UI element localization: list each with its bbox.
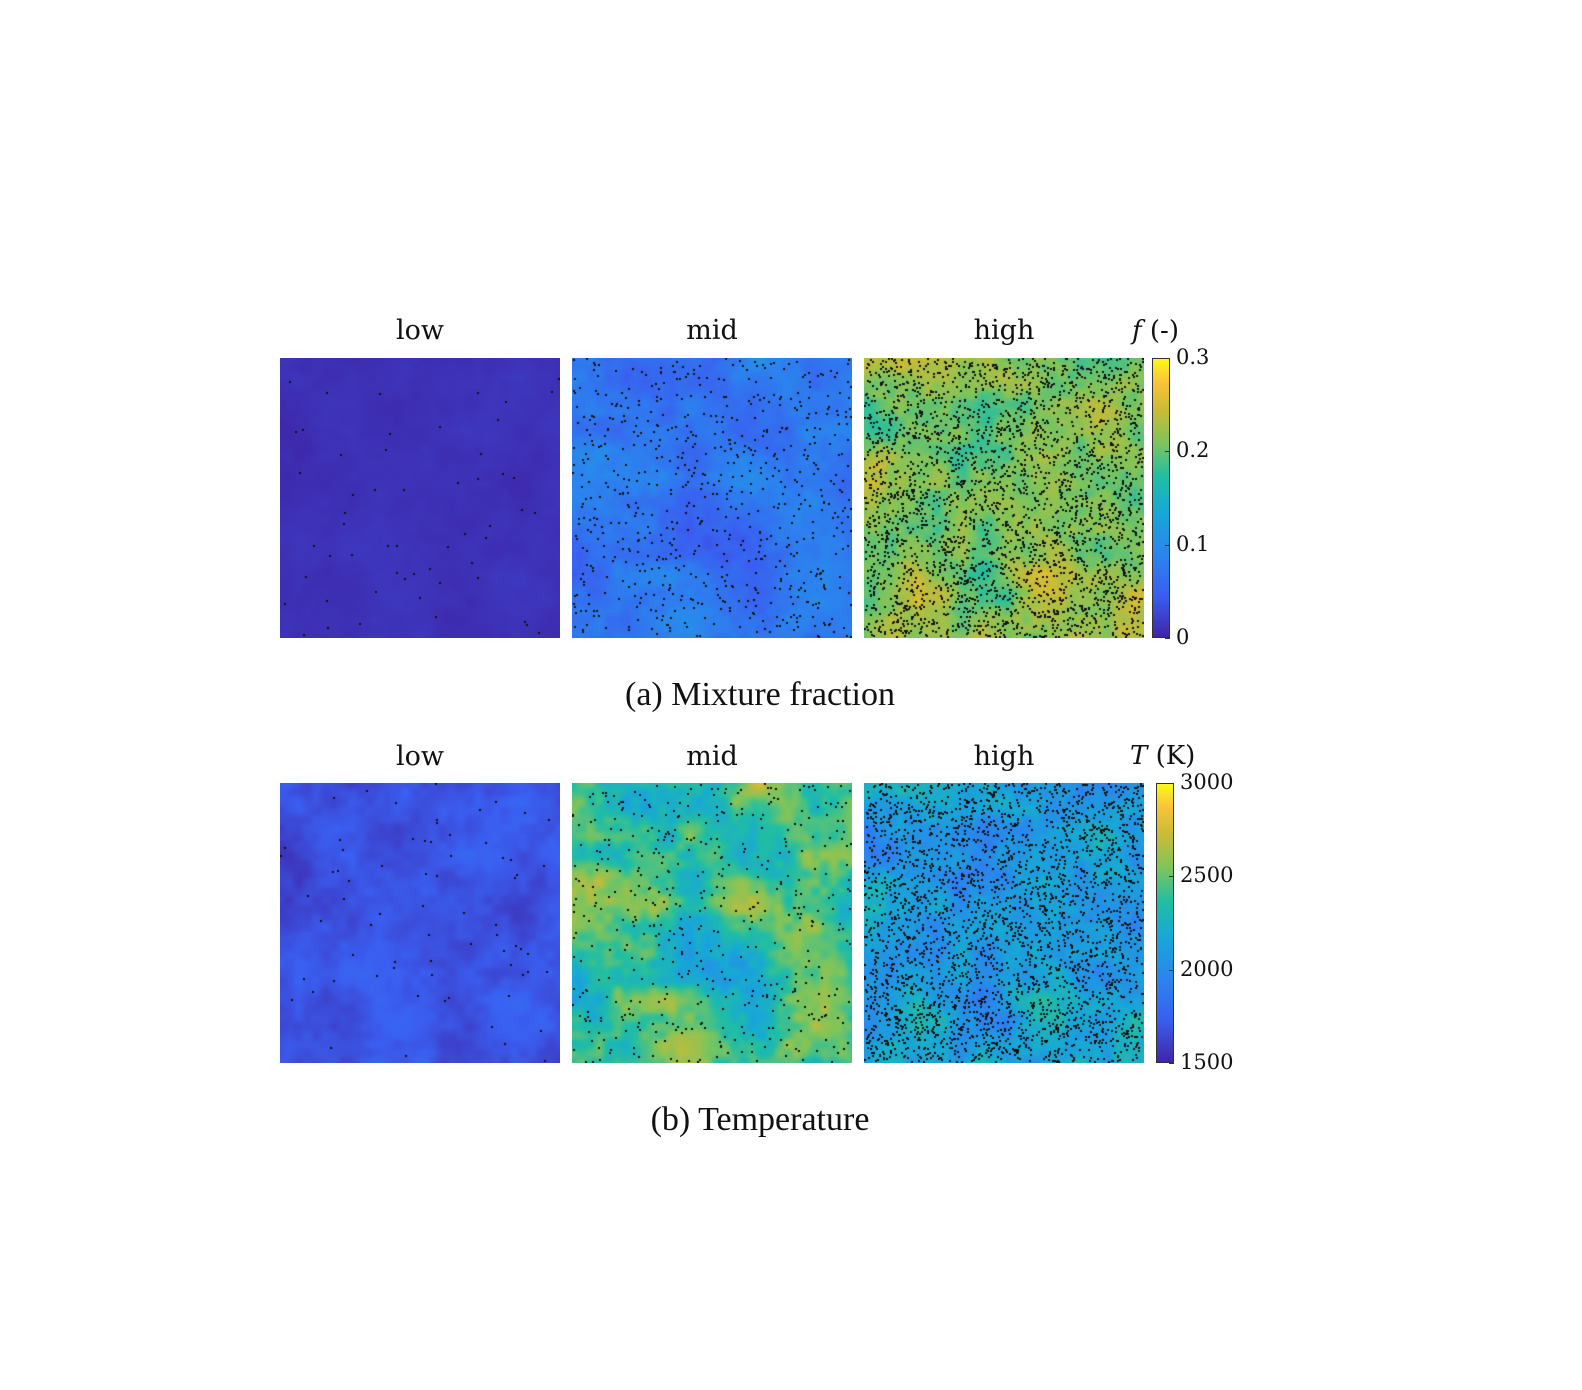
colorbar-tick-mark — [1169, 876, 1174, 877]
colorbar-tick-label: 3000 — [1180, 770, 1234, 794]
colorbar-tick-mark — [1169, 970, 1174, 971]
caption-b: (b) Temperature — [650, 1101, 870, 1138]
colorbar-symbol-b: T — [1130, 741, 1148, 771]
colorbar-tick-label: 1500 — [1180, 1050, 1234, 1074]
heatmap-a-mid — [572, 358, 852, 638]
caption-a: (a) Mixture fraction — [625, 676, 895, 713]
colorbar-b — [1156, 783, 1174, 1063]
colorbar-tick-mark — [1165, 545, 1170, 546]
panel-title-a-high: high — [973, 315, 1035, 346]
colorbar-tick-mark — [1165, 638, 1170, 639]
colorbar-tick-label: 2000 — [1180, 956, 1234, 981]
panel-title-b-high: high — [973, 741, 1035, 772]
colorbar-a — [1152, 358, 1170, 638]
heatmap-b-mid — [572, 783, 852, 1063]
colorbar-tick-label: 0.1 — [1176, 531, 1210, 556]
colorbar-tick-label: 0 — [1176, 625, 1190, 649]
colorbar-tick-mark — [1169, 783, 1174, 784]
heatmap-b-low — [280, 783, 560, 1063]
colorbar-tick-label: 2500 — [1180, 863, 1234, 888]
colorbar-tick-mark — [1165, 451, 1170, 452]
colorbar-unit-b: (K) — [1155, 741, 1196, 771]
heatmap-b-high — [864, 783, 1144, 1063]
colorbar-label-a: f (-) — [1132, 316, 1179, 346]
panel-title-a-mid: mid — [686, 315, 738, 346]
colorbar-label-b: T (K) — [1130, 741, 1195, 771]
colorbar-symbol-a: f — [1132, 316, 1142, 346]
colorbar-unit-a: (-) — [1149, 316, 1179, 346]
colorbar-tick-mark — [1169, 1063, 1174, 1064]
panel-title-a-low: low — [395, 315, 444, 346]
heatmap-a-low — [280, 358, 560, 638]
heatmap-a-high — [864, 358, 1144, 638]
colorbar-tick-label: 0.3 — [1176, 345, 1210, 369]
colorbar-tick-label: 0.2 — [1176, 438, 1210, 463]
panel-title-b-low: low — [395, 741, 444, 772]
colorbar-tick-mark — [1165, 358, 1170, 359]
panel-title-b-mid: mid — [686, 741, 738, 772]
